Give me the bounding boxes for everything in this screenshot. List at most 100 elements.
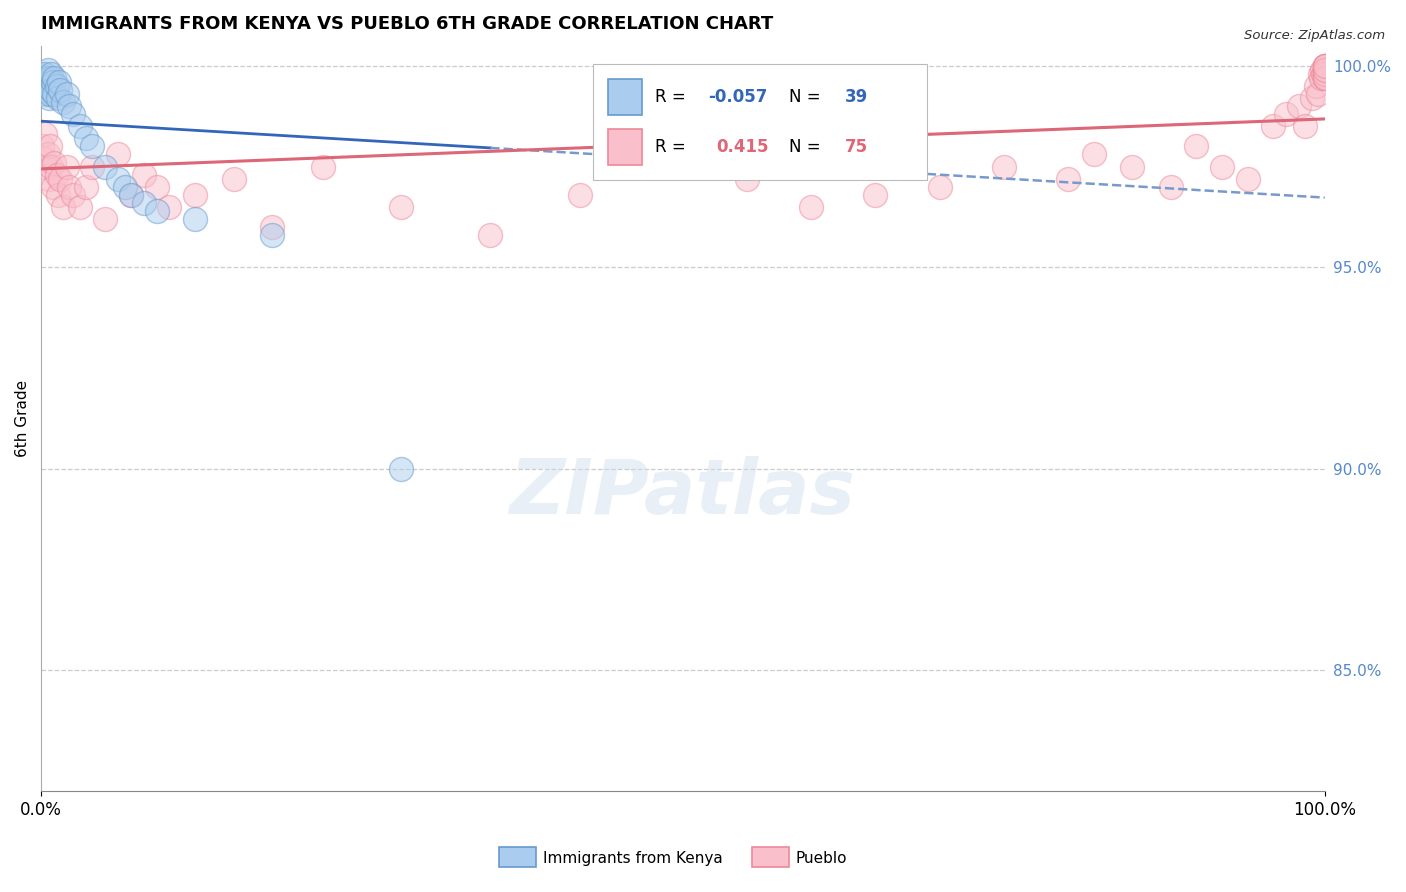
FancyBboxPatch shape xyxy=(609,129,641,165)
Point xyxy=(31,70,53,85)
Point xyxy=(38,75,60,89)
Point xyxy=(62,187,84,202)
Point xyxy=(49,83,72,97)
Point xyxy=(1313,59,1336,73)
Point xyxy=(42,87,65,101)
Point xyxy=(52,95,75,109)
Point xyxy=(1310,62,1333,77)
Point xyxy=(52,200,75,214)
Point xyxy=(120,187,142,202)
Point xyxy=(1313,59,1336,73)
Point xyxy=(184,187,207,202)
Point xyxy=(1211,160,1233,174)
Point xyxy=(262,220,284,235)
Point xyxy=(35,87,58,101)
Point xyxy=(800,200,823,214)
Point xyxy=(1309,70,1331,85)
Point xyxy=(35,160,58,174)
Point xyxy=(38,171,60,186)
Point xyxy=(34,75,56,89)
Point xyxy=(46,187,69,202)
Point xyxy=(735,171,758,186)
Point xyxy=(45,78,67,93)
Text: R =: R = xyxy=(655,138,696,156)
Point xyxy=(222,171,245,186)
Point xyxy=(120,187,142,202)
Point xyxy=(1057,171,1080,186)
Text: -0.057: -0.057 xyxy=(709,88,768,106)
Point xyxy=(32,152,55,166)
Point xyxy=(35,70,58,85)
Point xyxy=(55,160,77,174)
Point xyxy=(1313,62,1336,77)
Text: Source: ZipAtlas.com: Source: ZipAtlas.com xyxy=(1244,29,1385,43)
Point xyxy=(928,179,950,194)
Point xyxy=(34,128,56,142)
Point xyxy=(1313,62,1336,77)
Point xyxy=(1275,107,1298,121)
Point xyxy=(94,160,117,174)
Point xyxy=(1236,171,1258,186)
Point xyxy=(1305,78,1327,93)
Text: 0.415: 0.415 xyxy=(716,138,769,156)
Text: N =: N = xyxy=(789,88,827,106)
Point xyxy=(37,78,59,93)
Point xyxy=(1160,179,1182,194)
Point xyxy=(41,75,63,89)
Text: R =: R = xyxy=(655,88,690,106)
Point xyxy=(94,211,117,226)
Point xyxy=(262,228,284,243)
Point xyxy=(672,160,695,174)
Point xyxy=(32,67,55,81)
Point xyxy=(389,200,412,214)
Point xyxy=(114,179,136,194)
Point xyxy=(1121,160,1143,174)
Point xyxy=(1313,67,1336,81)
Point xyxy=(69,200,91,214)
Point xyxy=(42,155,65,169)
Point xyxy=(1312,67,1334,81)
Point xyxy=(69,120,91,134)
Point xyxy=(1313,59,1336,73)
Point xyxy=(75,131,97,145)
Point xyxy=(32,78,55,93)
Point xyxy=(49,171,72,186)
Point xyxy=(184,211,207,226)
Point xyxy=(569,187,592,202)
Text: Immigrants from Kenya: Immigrants from Kenya xyxy=(543,851,723,865)
Point xyxy=(145,179,167,194)
Point xyxy=(41,160,63,174)
Point xyxy=(41,67,63,81)
Text: ZIPatlas: ZIPatlas xyxy=(510,456,856,530)
Point xyxy=(159,200,181,214)
Y-axis label: 6th Grade: 6th Grade xyxy=(15,380,30,457)
Point xyxy=(1313,62,1336,77)
Text: N =: N = xyxy=(789,138,827,156)
Point xyxy=(42,70,65,85)
Point xyxy=(41,179,63,194)
Point xyxy=(1313,67,1336,81)
Point xyxy=(37,147,59,161)
Point xyxy=(48,75,70,89)
Point xyxy=(37,62,59,77)
Text: 75: 75 xyxy=(845,138,868,156)
Point xyxy=(1083,147,1105,161)
Point xyxy=(107,147,129,161)
Point xyxy=(1185,139,1208,153)
Point xyxy=(58,99,80,113)
Point xyxy=(1301,91,1323,105)
Point xyxy=(62,107,84,121)
Point xyxy=(993,160,1015,174)
Point xyxy=(1294,120,1316,134)
Point xyxy=(1313,62,1336,77)
Point xyxy=(34,83,56,97)
FancyBboxPatch shape xyxy=(609,79,641,115)
FancyBboxPatch shape xyxy=(593,64,927,180)
Point xyxy=(145,203,167,218)
Point xyxy=(1313,62,1336,77)
Point xyxy=(1313,62,1336,77)
Text: 39: 39 xyxy=(845,88,868,106)
Point xyxy=(39,87,62,101)
Point xyxy=(58,179,80,194)
Point xyxy=(1308,87,1330,101)
